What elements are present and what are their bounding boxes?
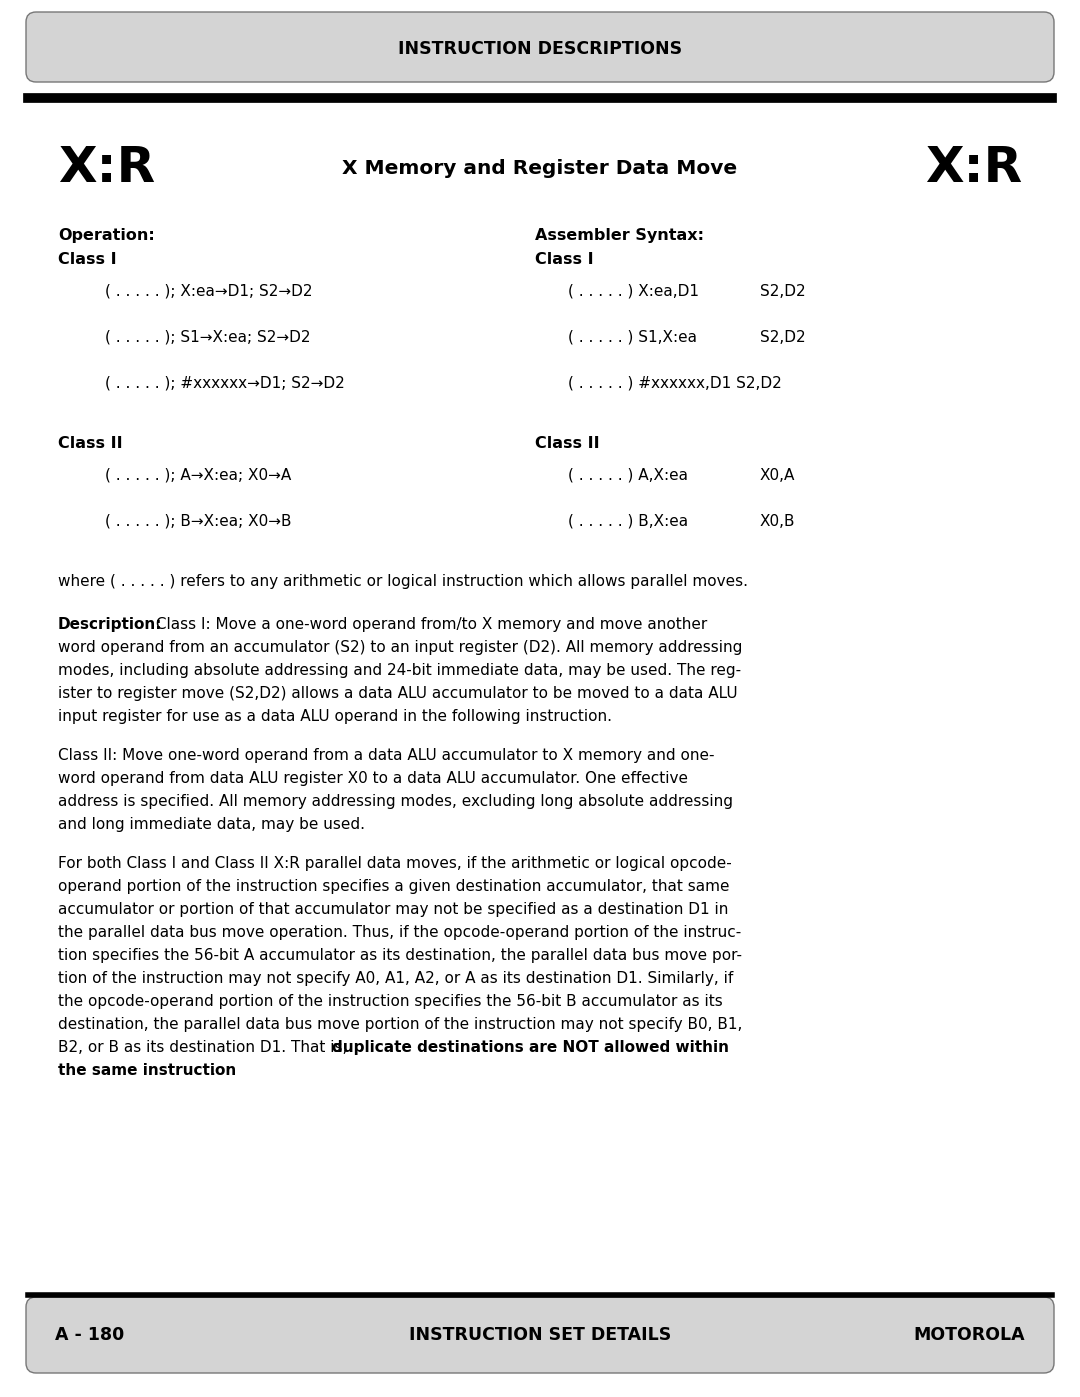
Text: S2,D2: S2,D2: [760, 284, 806, 299]
Text: and long immediate data, may be used.: and long immediate data, may be used.: [58, 817, 365, 833]
Text: X0,A: X0,A: [760, 468, 795, 483]
Text: ister to register move (S2,D2) allows a data ALU accumulator to be moved to a da: ister to register move (S2,D2) allows a …: [58, 686, 738, 701]
Text: B2, or B as its destination D1. That is,: B2, or B as its destination D1. That is,: [58, 1039, 352, 1055]
Text: duplicate destinations are NOT allowed within: duplicate destinations are NOT allowed w…: [332, 1039, 729, 1055]
Text: ( . . . . . ); S1→X:ea; S2→D2: ( . . . . . ); S1→X:ea; S2→D2: [105, 330, 311, 345]
Text: Description:: Description:: [58, 617, 162, 631]
FancyBboxPatch shape: [26, 1296, 1054, 1373]
Text: Class I: Move a one-word operand from/to X memory and move another: Class I: Move a one-word operand from/to…: [151, 617, 707, 631]
Text: S2,D2: S2,D2: [760, 330, 806, 345]
Text: ( . . . . . ) B,X:ea: ( . . . . . ) B,X:ea: [568, 514, 688, 529]
Text: MOTOROLA: MOTOROLA: [914, 1326, 1025, 1344]
Text: Class I: Class I: [535, 251, 594, 267]
Text: modes, including absolute addressing and 24-bit immediate data, may be used. The: modes, including absolute addressing and…: [58, 664, 741, 678]
Text: operand portion of the instruction specifies a given destination accumulator, th: operand portion of the instruction speci…: [58, 879, 729, 894]
Text: the same instruction: the same instruction: [58, 1063, 237, 1078]
Text: A - 180: A - 180: [55, 1326, 124, 1344]
Text: accumulator or portion of that accumulator may not be specified as a destination: accumulator or portion of that accumulat…: [58, 902, 728, 916]
FancyBboxPatch shape: [26, 13, 1054, 82]
Text: tion specifies the 56-bit A accumulator as its destination, the parallel data bu: tion specifies the 56-bit A accumulator …: [58, 949, 742, 963]
Text: ( . . . . . ) A,X:ea: ( . . . . . ) A,X:ea: [568, 468, 688, 483]
Text: .: .: [210, 1063, 215, 1078]
Text: the parallel data bus move operation. Thus, if the opcode-operand portion of the: the parallel data bus move operation. Th…: [58, 925, 741, 940]
Text: Class II: Move one-word operand from a data ALU accumulator to X memory and one-: Class II: Move one-word operand from a d…: [58, 747, 715, 763]
Text: Assembler Syntax:: Assembler Syntax:: [535, 228, 704, 243]
Text: ( . . . . . ) #xxxxxx,D1 S2,D2: ( . . . . . ) #xxxxxx,D1 S2,D2: [568, 376, 782, 391]
Text: X:R: X:R: [924, 144, 1022, 191]
Text: address is specified. All memory addressing modes, excluding long absolute addre: address is specified. All memory address…: [58, 793, 733, 809]
Text: X0,B: X0,B: [760, 514, 796, 529]
Text: Class I: Class I: [58, 251, 117, 267]
Text: word operand from data ALU register X0 to a data ALU accumulator. One effective: word operand from data ALU register X0 t…: [58, 771, 688, 787]
Text: input register for use as a data ALU operand in the following instruction.: input register for use as a data ALU ope…: [58, 710, 612, 724]
Text: X Memory and Register Data Move: X Memory and Register Data Move: [342, 158, 738, 177]
Text: where ( . . . . . ) refers to any arithmetic or logical instruction which allows: where ( . . . . . ) refers to any arithm…: [58, 574, 748, 590]
Text: INSTRUCTION SET DETAILS: INSTRUCTION SET DETAILS: [409, 1326, 671, 1344]
Text: ( . . . . . ) S1,X:ea: ( . . . . . ) S1,X:ea: [568, 330, 697, 345]
Text: ( . . . . . ); B→X:ea; X0→B: ( . . . . . ); B→X:ea; X0→B: [105, 514, 292, 529]
Text: For both Class I and Class II X:R parallel data moves, if the arithmetic or logi: For both Class I and Class II X:R parall…: [58, 856, 732, 870]
Text: Operation:: Operation:: [58, 228, 154, 243]
Text: word operand from an accumulator (S2) to an input register (D2). All memory addr: word operand from an accumulator (S2) to…: [58, 640, 742, 655]
Text: ( . . . . . ); A→X:ea; X0→A: ( . . . . . ); A→X:ea; X0→A: [105, 468, 292, 483]
Text: tion of the instruction may not specify A0, A1, A2, or A as its destination D1. : tion of the instruction may not specify …: [58, 971, 733, 986]
Text: INSTRUCTION DESCRIPTIONS: INSTRUCTION DESCRIPTIONS: [397, 41, 683, 59]
Text: ( . . . . . ); X:ea→D1; S2→D2: ( . . . . . ); X:ea→D1; S2→D2: [105, 284, 312, 299]
Text: ( . . . . . ) X:ea,D1: ( . . . . . ) X:ea,D1: [568, 284, 699, 299]
Text: ( . . . . . ); #xxxxxx→D1; S2→D2: ( . . . . . ); #xxxxxx→D1; S2→D2: [105, 376, 345, 391]
Text: destination, the parallel data bus move portion of the instruction may not speci: destination, the parallel data bus move …: [58, 1017, 742, 1032]
Text: Class II: Class II: [535, 436, 599, 451]
Text: X:R: X:R: [58, 144, 156, 191]
Text: Class II: Class II: [58, 436, 123, 451]
Text: the opcode-operand portion of the instruction specifies the 56-bit B accumulator: the opcode-operand portion of the instru…: [58, 995, 723, 1009]
